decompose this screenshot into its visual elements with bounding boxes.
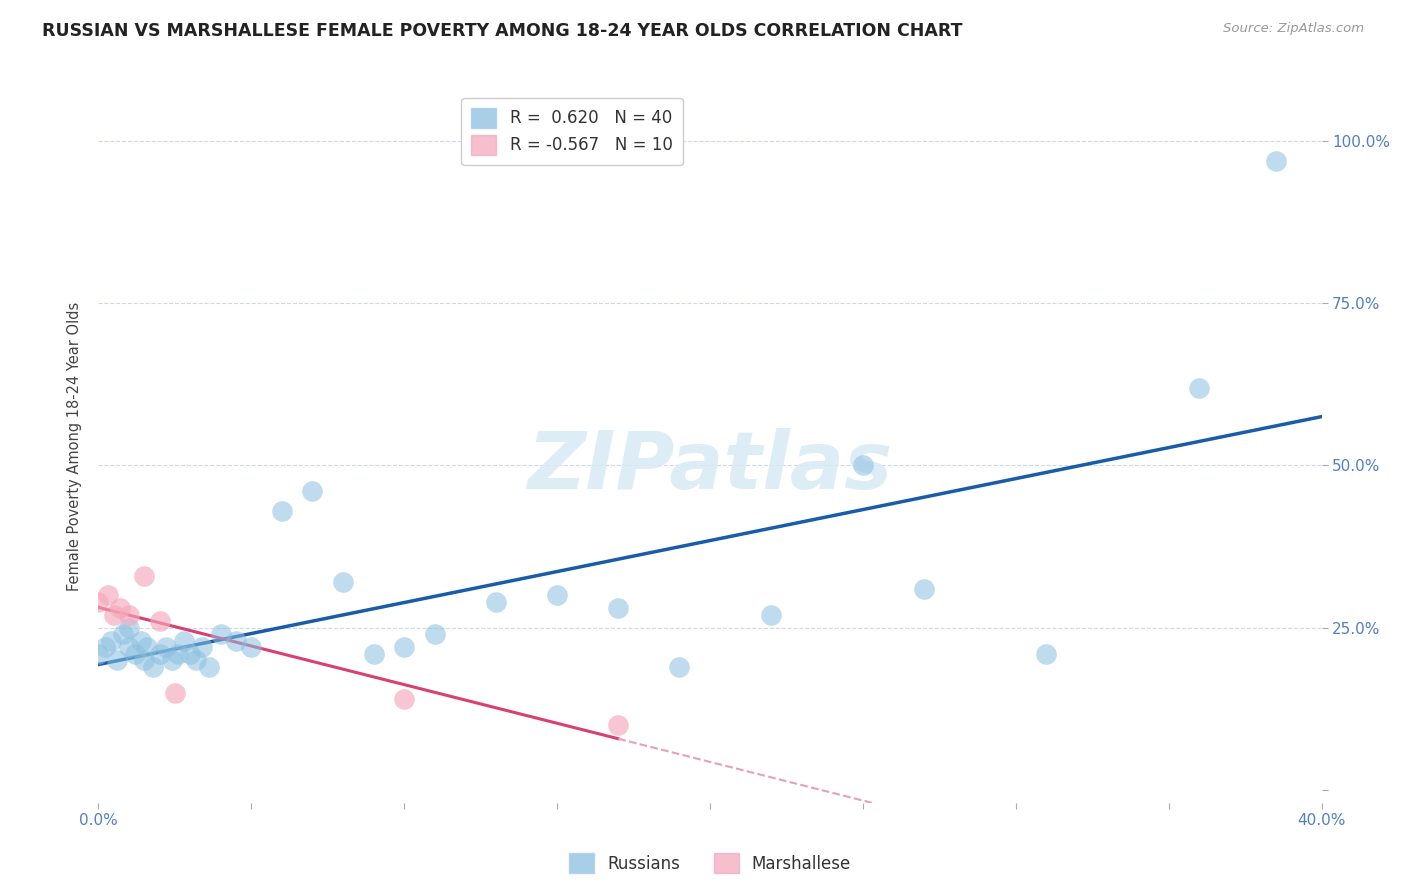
Point xyxy=(332,575,354,590)
Point xyxy=(852,458,875,473)
Point xyxy=(191,640,214,654)
Point xyxy=(607,601,630,615)
Legend: Russians, Marshallese: Russians, Marshallese xyxy=(562,847,858,880)
Point xyxy=(87,595,110,609)
Point xyxy=(485,595,508,609)
Point xyxy=(1035,647,1057,661)
Point xyxy=(270,504,292,518)
Point xyxy=(607,718,630,732)
Point xyxy=(97,588,120,602)
Point xyxy=(423,627,446,641)
Point xyxy=(160,653,183,667)
Point xyxy=(167,647,190,661)
Point xyxy=(225,633,247,648)
Point xyxy=(111,627,134,641)
Point xyxy=(108,601,131,615)
Text: RUSSIAN VS MARSHALLESE FEMALE POVERTY AMONG 18-24 YEAR OLDS CORRELATION CHART: RUSSIAN VS MARSHALLESE FEMALE POVERTY AM… xyxy=(42,22,963,40)
Point xyxy=(1188,381,1211,395)
Point xyxy=(209,627,232,641)
Point xyxy=(155,640,177,654)
Text: ZIPatlas: ZIPatlas xyxy=(527,428,893,507)
Point xyxy=(134,568,156,582)
Point xyxy=(149,614,172,628)
Point xyxy=(392,692,416,706)
Point xyxy=(186,653,208,667)
Point xyxy=(118,607,141,622)
Y-axis label: Female Poverty Among 18-24 Year Olds: Female Poverty Among 18-24 Year Olds xyxy=(67,301,83,591)
Point xyxy=(240,640,263,654)
Point xyxy=(149,647,172,661)
Point xyxy=(163,685,186,699)
Point xyxy=(173,633,195,648)
Point xyxy=(179,647,201,661)
Point xyxy=(363,647,385,661)
Point xyxy=(118,621,141,635)
Point xyxy=(93,640,115,654)
Point xyxy=(912,582,935,596)
Point xyxy=(103,607,125,622)
Point xyxy=(134,653,156,667)
Point xyxy=(142,659,165,673)
Point xyxy=(546,588,568,602)
Point xyxy=(118,640,141,654)
Point xyxy=(100,633,122,648)
Point xyxy=(87,647,110,661)
Point xyxy=(124,647,146,661)
Point xyxy=(759,607,782,622)
Point xyxy=(105,653,128,667)
Text: Source: ZipAtlas.com: Source: ZipAtlas.com xyxy=(1223,22,1364,36)
Point xyxy=(129,633,152,648)
Point xyxy=(136,640,159,654)
Point xyxy=(301,484,323,499)
Point xyxy=(392,640,416,654)
Point xyxy=(1264,153,1286,168)
Point xyxy=(197,659,219,673)
Point xyxy=(668,659,690,673)
